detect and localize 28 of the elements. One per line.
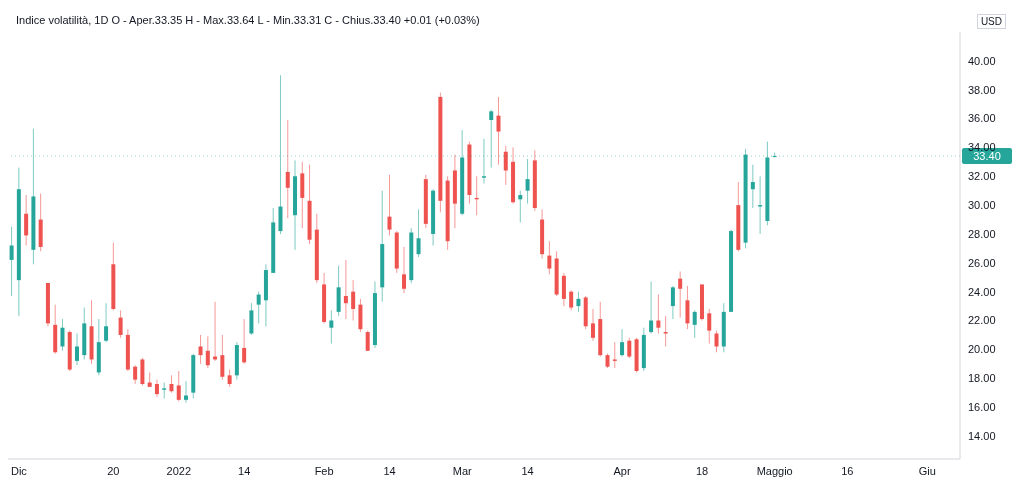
x-tick-label: 16 [841, 464, 854, 477]
x-tick-label: 14 [238, 464, 251, 477]
y-tick-label: 22.00 [968, 314, 996, 327]
chart-title: Indice volatilità, 1D O - Aper.33.35 H - Max.33.64 L - Min.33.31 C - Chius.33.40 +0.01 (+0.03%) [16, 14, 480, 26]
x-tick-label: Giu [918, 464, 936, 477]
x-tick-label: Maggio [756, 464, 793, 477]
y-tick-label: 20.00 [968, 343, 996, 356]
y-tick-label: 40.00 [968, 54, 996, 67]
x-tick-label: 14 [383, 464, 396, 477]
x-tick-label: Apr [613, 464, 631, 477]
x-tick-label: Feb [314, 464, 334, 477]
y-tick-label: 18.00 [968, 372, 996, 385]
y-tick-label: 30.00 [968, 199, 996, 212]
y-tick-label: 28.00 [968, 227, 996, 240]
x-tick-label: 18 [695, 464, 709, 477]
y-tick-label: 36.00 [968, 112, 996, 125]
y-tick-label: 32.00 [968, 170, 996, 183]
x-tick-label: 2022 [166, 464, 192, 477]
x-tick-label: 14 [521, 464, 534, 477]
y-tick-label: 26.00 [968, 256, 996, 269]
x-tick-label: Mar [452, 464, 472, 477]
y-tick-label: 14.00 [968, 429, 996, 442]
text: USD [976, 14, 1006, 29]
y-tick-label: 24.00 [968, 285, 996, 298]
x-tick-label: 20 [107, 464, 120, 477]
x-tick-label: Dic [10, 464, 28, 477]
y-tick-label: 38.00 [968, 83, 996, 96]
y-tick-label: 16.00 [968, 400, 996, 413]
